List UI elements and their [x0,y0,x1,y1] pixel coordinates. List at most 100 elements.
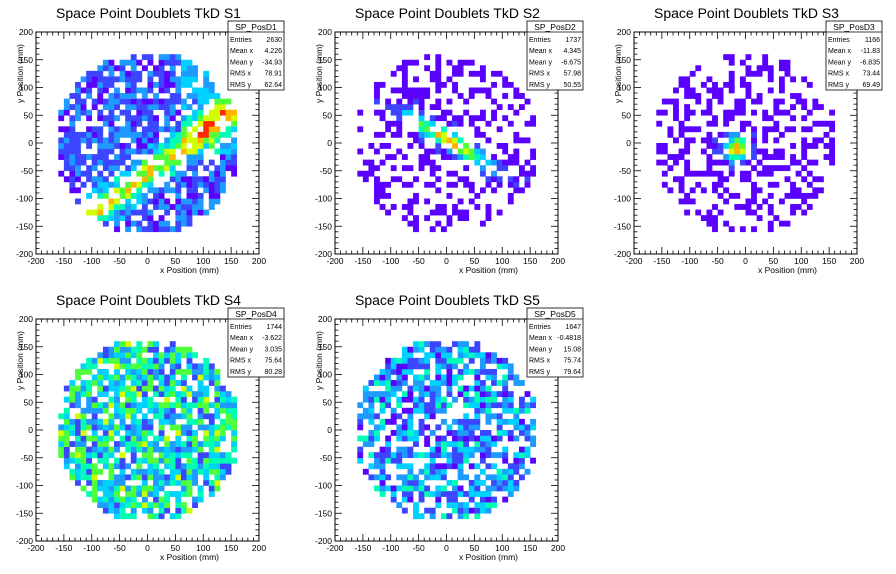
heatmap-bin [401,430,408,436]
heatmap-bin [790,76,796,83]
heatmap-bin [435,485,442,492]
heatmap-bin [728,165,735,172]
heatmap-bin [80,368,87,375]
heatmap-bin [452,479,458,486]
heatmap-bin [468,357,475,364]
heatmap-bin [69,170,76,177]
heatmap-bin [684,170,691,177]
heatmap-bin [435,148,442,155]
heatmap-bin [97,380,104,386]
heatmap-bin [169,385,176,392]
heatmap-bin [175,468,182,475]
heatmap-bin [108,104,115,110]
x-tick-label: -100 [382,256,399,266]
heatmap-bin [125,368,132,375]
heatmap-bin [418,346,425,353]
heatmap-bin [374,192,380,199]
heatmap-bin [401,165,408,172]
heatmap-bin [407,59,414,66]
heatmap-bin [728,70,735,77]
heatmap-bin [390,385,397,392]
heatmap-bin [91,430,98,436]
heatmap-bin [130,93,137,99]
heatmap-bin [407,452,414,459]
heatmap-bin [390,87,397,94]
heatmap-bin [108,143,115,149]
heatmap-bin [164,446,171,453]
heatmap-bin [463,413,470,420]
heatmap-bin [114,352,120,359]
heatmap-bin [69,148,76,155]
heatmap-bin [58,430,65,436]
heatmap-bin [756,215,763,221]
heatmap-bin [773,154,780,160]
heatmap-bin [192,352,198,359]
heatmap-bin [208,170,215,177]
heatmap-bin [723,109,730,116]
heatmap-bin [175,81,182,88]
heatmap-bin [801,209,808,216]
y-tick-label: -100 [614,194,631,204]
heatmap-bin [63,143,70,149]
heatmap-bin [485,385,492,392]
heatmap-bin [214,198,221,205]
heatmap-bin [197,104,204,110]
heatmap-bin [496,165,503,172]
heatmap-bin [75,391,81,397]
heatmap-bin [186,463,193,470]
heatmap-bin [203,468,210,475]
heatmap-bin [728,109,735,116]
heatmap-bin [102,457,109,464]
heatmap-bin [69,143,76,149]
heatmap-bin [390,413,397,420]
heatmap-bin [491,452,497,459]
heatmap-bin [169,93,176,99]
heatmap-bin [429,407,436,414]
heatmap-bin [723,159,730,166]
heatmap-bin [231,424,238,431]
x-tick-label: 200 [252,256,266,266]
heatmap-bin [374,374,380,381]
heatmap-bin [407,407,414,414]
heatmap-bin [147,209,154,216]
heatmap-bin [141,159,148,166]
heatmap-bin [739,154,746,160]
heatmap-bin [379,187,386,194]
heatmap-bin [435,137,442,144]
heatmap-bin [86,407,93,414]
heatmap-bin [69,93,76,99]
heatmap-bin [136,198,143,205]
x-tick-label: -50 [412,256,425,266]
heatmap-bin [91,374,98,381]
heatmap-bin [175,474,182,481]
heatmap-bin [80,181,87,188]
heatmap-bin [208,452,215,459]
heatmap-bin [418,109,425,116]
heatmap-bin [401,446,408,453]
heatmap-bin [673,176,679,183]
heatmap-bin [695,98,702,105]
x-tick-label: 50 [171,256,181,266]
heatmap-bin [175,507,182,514]
heatmap-bin [502,457,509,464]
heatmap-bin [225,98,232,105]
heatmap-bin [390,165,397,172]
heatmap-bin [435,115,442,122]
x-tick-label: -150 [55,256,72,266]
heatmap-bin [164,120,171,127]
heatmap-bin [136,491,143,497]
heatmap-bin [97,115,104,122]
heatmap-bin [751,137,757,144]
heatmap-bin [457,341,464,348]
heatmap-bin [141,137,148,144]
heatmap-bin [468,368,475,375]
heatmap-bin [153,226,159,233]
heatmap-bin [452,81,458,88]
x-axis-label: x Position (mm) [160,265,219,275]
heatmap-bin [125,204,132,210]
heatmap-bin [75,463,81,470]
y-tick-label: 200 [19,27,33,37]
heatmap-bin [125,352,132,359]
heatmap-bin [214,131,221,138]
